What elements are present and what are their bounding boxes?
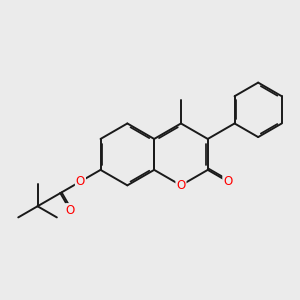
Text: O: O <box>76 175 85 188</box>
Text: O: O <box>66 204 75 217</box>
Text: O: O <box>223 175 232 188</box>
Text: O: O <box>176 179 186 192</box>
